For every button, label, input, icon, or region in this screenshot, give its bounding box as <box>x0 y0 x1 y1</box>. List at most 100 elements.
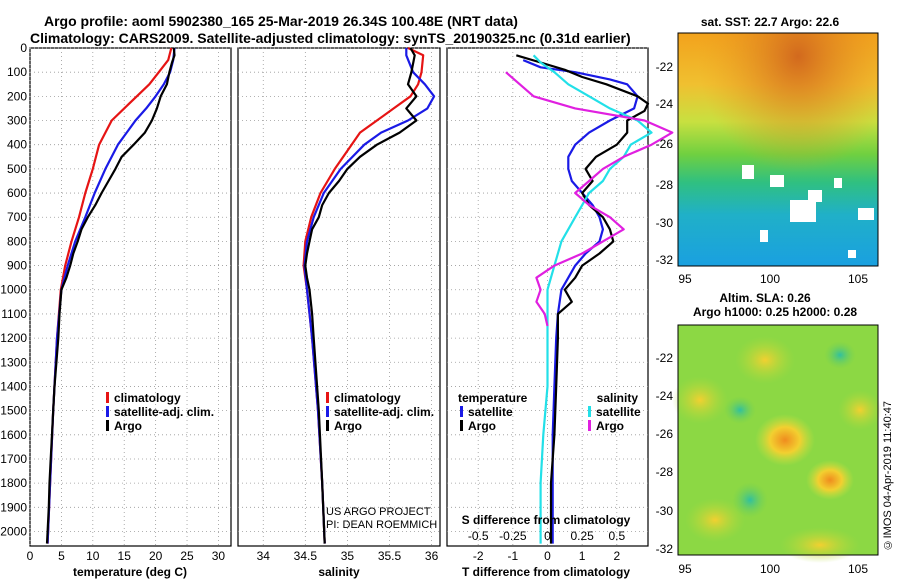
legend-label-t-satellite: satellite <box>468 405 513 419</box>
legend-swatch-s-argo <box>588 420 591 431</box>
x-tick-label: 10 <box>86 549 100 563</box>
legend-title-temperature: temperature <box>458 391 528 405</box>
x-tick-label: -1 <box>508 549 519 563</box>
series-line-argo <box>45 47 176 544</box>
x-tick-label: 0 <box>27 549 34 563</box>
pressure-tick-label: 0 <box>20 41 27 55</box>
x-tick-label: 0 <box>544 549 551 563</box>
salinity-grid <box>238 47 440 546</box>
difference-series <box>505 54 674 544</box>
sst-cloud-mask <box>742 165 874 258</box>
difference-plot-frame <box>446 47 649 547</box>
pressure-tick-label: 600 <box>7 186 27 200</box>
svg-text:-22: -22 <box>656 351 674 365</box>
credit-project: US ARGO PROJECT <box>326 506 431 518</box>
legend-swatch-satellite <box>326 406 329 417</box>
timestamp: ©IMOS 04-Apr-2019 11:40:47 <box>882 400 894 550</box>
s-diff-tick-label: 0 <box>544 529 551 543</box>
salinity-axis: 34 34.5 35 35.5 36 <box>257 549 439 563</box>
legend-swatch-climatology <box>106 392 109 403</box>
x-tick-label: 34 <box>257 549 271 563</box>
sla-map-title-line2: Argo h1000: 0.25 h2000: 0.28 <box>693 305 857 319</box>
series-line-argo <box>304 47 418 544</box>
pressure-tick-label: 800 <box>7 234 27 248</box>
pressure-tick-label: 1200 <box>0 331 27 345</box>
pressure-tick-label: 1400 <box>0 379 27 393</box>
sst-map-yticks: -22 -24 -26 -28 -30 -32 <box>656 60 674 267</box>
svg-text:-26: -26 <box>656 427 674 441</box>
x-tick-label: 1 <box>579 549 586 563</box>
pressure-tick-label: 1600 <box>0 428 27 442</box>
salinity-plot-frame <box>237 47 441 547</box>
pressure-tick-label: 1300 <box>0 355 27 369</box>
s-diff-tick-label: 0.5 <box>608 529 625 543</box>
pressure-tick-label: 1100 <box>1 307 27 321</box>
svg-text:-28: -28 <box>656 465 674 479</box>
x-tick-label: 20 <box>149 549 163 563</box>
legend-swatch-argo <box>326 420 329 431</box>
svg-text:-24: -24 <box>656 97 674 111</box>
pressure-tick-label: 1000 <box>0 283 27 297</box>
pressure-axis: 0 100 200 300 400 500 600 700 800 900 1000 1100 1200… <box>0 41 27 538</box>
x-tick-label: 5 <box>58 549 65 563</box>
t-difference-axis-label: T difference from climatology <box>462 565 630 579</box>
pressure-tick-label: 1900 <box>0 500 27 514</box>
pressure-tick-label: 1500 <box>0 404 27 418</box>
x-tick-label: 35.5 <box>378 549 402 563</box>
series-line-salinity-satellite <box>532 54 653 544</box>
series-line-satellite-adj-clim- <box>303 48 436 544</box>
temperature-series <box>45 47 176 544</box>
x-tick-label: 2 <box>613 549 620 563</box>
sla-map-title-line1: Altim. SLA: 0.26 <box>719 291 811 305</box>
temperature-panel: 0100200300400500600700800900100011001200… <box>0 41 232 579</box>
svg-text:100: 100 <box>760 562 780 576</box>
svg-text:-32: -32 <box>656 542 674 556</box>
series-line-salinity-argo <box>505 71 674 327</box>
legend-swatch-argo <box>106 420 109 431</box>
figure-title-line1: Argo profile: aoml 5902380_165 25-Mar-20… <box>44 13 518 29</box>
difference-panel: -2 -1 0 1 2 -0.5 -0.25 0 0.25 0.5 T difference f… <box>446 47 674 579</box>
s-diff-tick-label: -0.5 <box>468 529 489 543</box>
legend-label-s-argo: Argo <box>596 419 624 433</box>
s-difference-axis: -0.5 -0.25 0 0.25 0.5 <box>468 529 626 543</box>
legend-swatch-s-satellite <box>588 406 591 417</box>
svg-text:-30: -30 <box>656 216 674 230</box>
s-diff-tick-label: -0.25 <box>499 529 527 543</box>
sla-map-yticks: -22 -24 -26 -28 -30 -32 <box>656 351 674 556</box>
salinity-series <box>302 47 436 544</box>
credit-pi: PI: DEAN ROEMMICH <box>326 519 437 531</box>
pressure-tick-label: 2000 <box>0 524 27 538</box>
sst-map-frame <box>677 32 879 267</box>
legend-label-argo: Argo <box>334 419 362 433</box>
pressure-tick-label: 200 <box>7 89 27 103</box>
legend-label-s-satellite: satellite <box>596 405 641 419</box>
x-tick-label: 36 <box>425 549 439 563</box>
figure-title-line2: Climatology: CARS2009. Satellite-adjuste… <box>30 30 631 46</box>
pressure-tick-label: 100 <box>7 65 27 79</box>
pressure-tick-label: 1800 <box>0 476 27 490</box>
pressure-tick-label: 1700 <box>0 452 27 466</box>
pressure-tick-label: 900 <box>7 259 27 273</box>
legend-title-salinity: salinity <box>597 391 639 405</box>
temperature-axis: 0 5 10 15 20 25 30 <box>27 549 226 563</box>
svg-text:-32: -32 <box>656 253 674 267</box>
x-tick-label: 25 <box>180 549 194 563</box>
sla-map: Altim. SLA: 0.26 Argo h1000: 0.25 h2000:… <box>656 291 882 576</box>
legend-label-climatology: climatology <box>114 391 181 405</box>
temperature-axis-label: temperature (deg C) <box>73 565 187 579</box>
s-diff-tick-label: 0.25 <box>570 529 594 543</box>
svg-text:105: 105 <box>848 272 868 286</box>
legend-label-t-argo: Argo <box>468 419 496 433</box>
legend-swatch-climatology <box>326 392 329 403</box>
sst-map-title: sat. SST: 22.7 Argo: 22.6 <box>701 15 840 29</box>
svg-text:95: 95 <box>678 562 692 576</box>
sst-map: sat. SST: 22.7 Argo: 22.6 -22 -24 -26 -2… <box>656 15 879 286</box>
legend-label-satellite: satellite-adj. clim. <box>114 405 214 419</box>
svg-text:-24: -24 <box>656 389 674 403</box>
x-tick-label: 34.5 <box>294 549 318 563</box>
pressure-tick-label: 400 <box>7 138 27 152</box>
legend-swatch-t-satellite <box>460 406 463 417</box>
legend-label-satellite: satellite-adj. clim. <box>334 405 434 419</box>
salinity-panel: 34 34.5 35 35.5 36 salinity climatology sate… <box>237 47 441 579</box>
svg-text:100: 100 <box>760 272 780 286</box>
